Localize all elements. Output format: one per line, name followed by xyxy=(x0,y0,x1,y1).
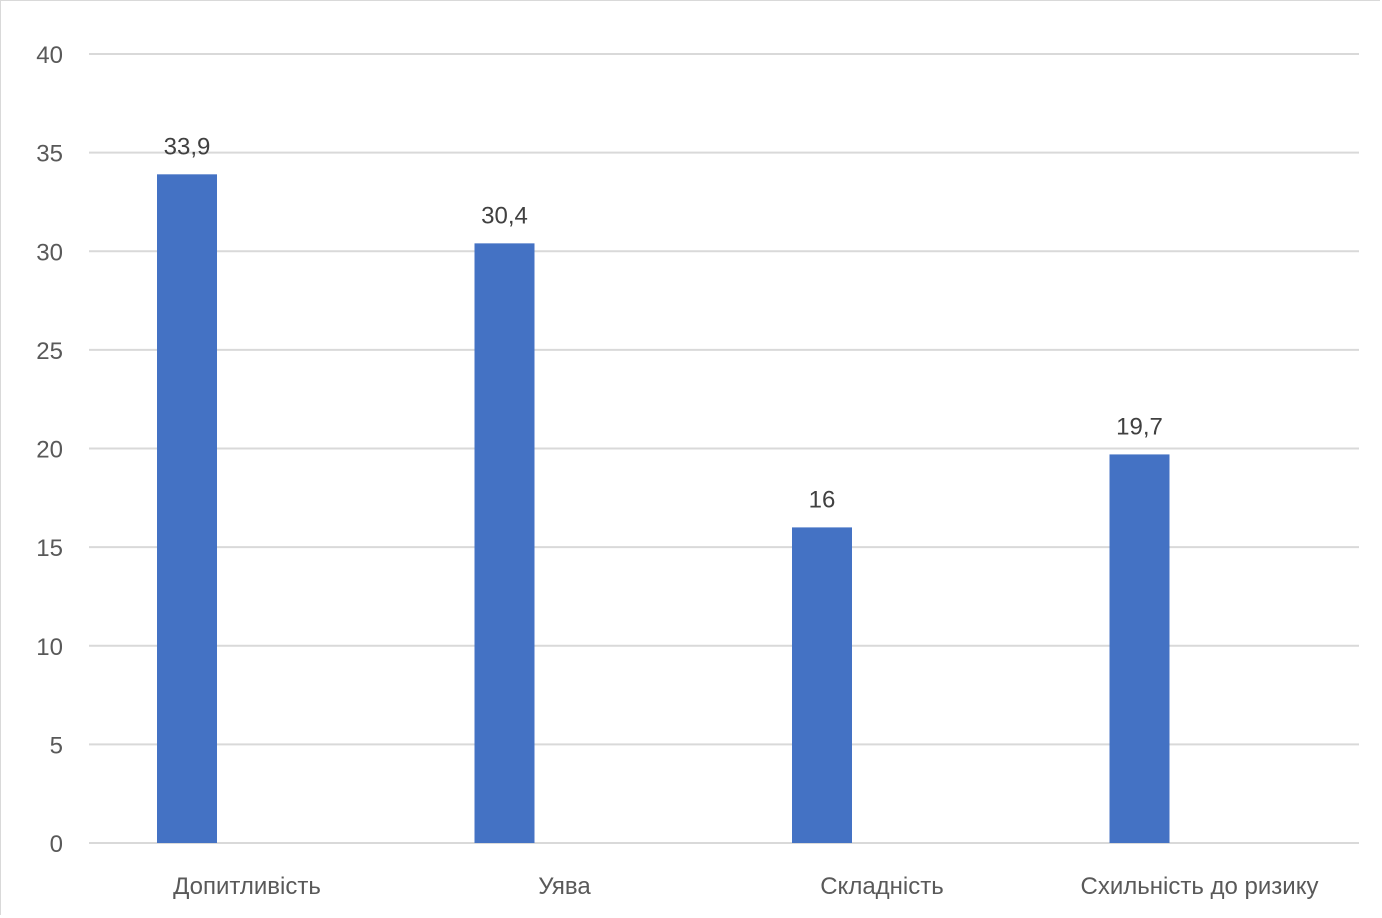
category-label-1: Допитливість xyxy=(173,873,321,900)
y-tick-label: 25 xyxy=(36,338,63,365)
bars xyxy=(157,174,1170,844)
data-labels: 33,9 30,4 16 19,7 xyxy=(164,133,1163,513)
y-tick-label: 40 xyxy=(36,42,63,69)
data-label-3: 16 xyxy=(809,486,836,513)
x-axis-category-labels: Допитливість Уява Складність Схильність до … xyxy=(173,873,1318,900)
y-axis-tick-labels: 0 5 10 15 20 25 30 35 40 xyxy=(36,42,63,858)
gridlines xyxy=(89,53,1359,844)
bar-1 xyxy=(157,174,217,843)
y-tick-label: 10 xyxy=(36,634,63,661)
y-tick-label: 5 xyxy=(50,732,63,759)
bar-2 xyxy=(474,243,535,844)
category-label-2: Уява xyxy=(538,873,591,900)
y-tick-label: 30 xyxy=(36,239,63,266)
bar-3 xyxy=(792,527,852,843)
y-tick-label: 35 xyxy=(36,141,63,168)
data-label-4: 19,7 xyxy=(1116,413,1163,440)
y-tick-label: 20 xyxy=(36,437,63,464)
category-label-4: Схильність до ризику xyxy=(1081,873,1319,900)
y-tick-label: 0 xyxy=(50,831,63,858)
data-label-1: 33,9 xyxy=(164,133,211,160)
y-tick-label: 15 xyxy=(36,535,63,562)
bar-4 xyxy=(1109,454,1170,843)
category-label-3: Складність xyxy=(820,873,944,900)
data-label-2: 30,4 xyxy=(481,202,528,229)
